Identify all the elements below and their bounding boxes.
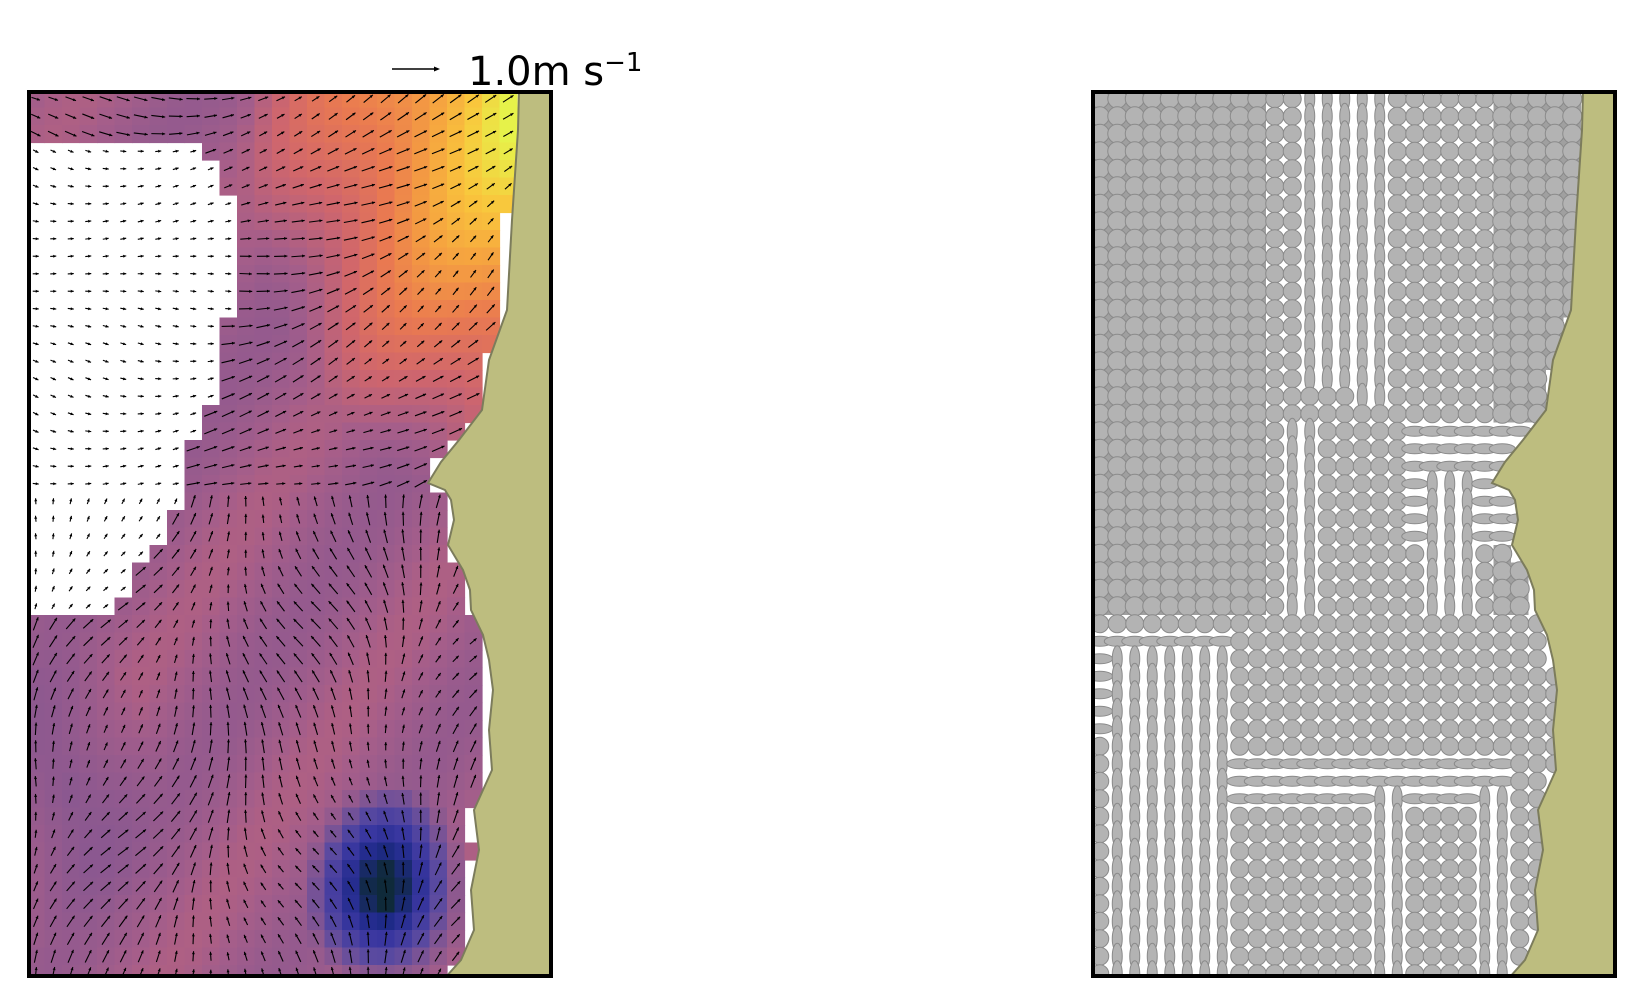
scale-arrow-icon	[392, 66, 440, 72]
velocity-scale-legend: 1.0m s−1	[392, 38, 692, 95]
left-frame	[27, 90, 553, 978]
error-ellipse-panel	[1091, 90, 1617, 978]
error-ellipse-map	[1091, 90, 1617, 978]
right-frame	[1091, 90, 1617, 978]
scale-value: 1.0m s	[468, 49, 605, 95]
velocity-field-panel	[27, 90, 553, 978]
land-mass	[426, 94, 549, 974]
scale-unit-exponent: −1	[604, 48, 643, 78]
scale-label: 1.0m s−1	[468, 38, 642, 97]
land-mass	[1490, 94, 1613, 974]
velocity-arrows	[31, 94, 514, 974]
velocity-map	[27, 90, 553, 978]
